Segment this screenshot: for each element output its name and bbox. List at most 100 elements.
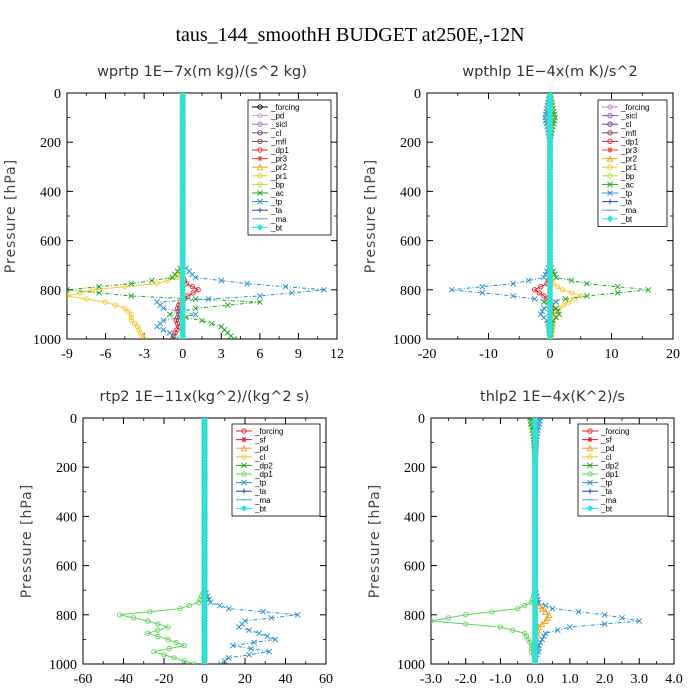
data-point <box>236 624 242 631</box>
data-point <box>160 326 167 333</box>
legend-marker <box>257 156 263 162</box>
x-tick-label: -3 <box>138 347 150 362</box>
data-point <box>102 299 109 305</box>
legend-label: _pr2 <box>270 163 288 172</box>
x-tick-label: -3.0 <box>420 672 442 687</box>
y-tick-label: 1000 <box>393 333 421 348</box>
data-point <box>221 658 228 664</box>
legend-label: _ma <box>620 206 637 215</box>
data-point <box>556 305 562 311</box>
data-point <box>531 287 538 293</box>
legend-label: _forcing <box>254 427 283 436</box>
legend-marker <box>607 112 613 119</box>
x-tick-label: 0 <box>179 347 186 362</box>
data-point <box>256 299 263 306</box>
data-point <box>128 280 135 287</box>
data-point <box>264 633 271 640</box>
legend-label: _dp1 <box>600 470 619 479</box>
legend-label: _dp1 <box>254 470 273 479</box>
legend-label: _bp <box>270 180 285 189</box>
legend-marker <box>257 190 263 196</box>
legend: _forcing_pd_sicl_cl_mfl_dp1_pr3_pr2_pr1_… <box>247 99 332 236</box>
legend-label: _forcing <box>600 427 629 436</box>
x-tick-label: 2.0 <box>596 672 614 687</box>
legend-label: _cl <box>620 120 631 129</box>
y-tick-label: 0 <box>54 87 61 102</box>
data-point <box>266 648 273 655</box>
panel-title: wprtp 1E−7x(m kg)/(s^2 kg) <box>97 64 307 80</box>
data-point <box>172 330 178 336</box>
data-point <box>67 293 70 299</box>
data-point <box>542 617 549 624</box>
legend-label: _mfl <box>620 129 636 138</box>
data-point <box>192 311 199 318</box>
data-point <box>155 621 161 627</box>
legend-label: _ac <box>270 189 284 198</box>
legend-label: _cl <box>600 453 611 462</box>
legend-label: _sf <box>254 436 266 445</box>
legend-marker <box>240 444 248 452</box>
data-point <box>155 627 161 633</box>
data-point <box>154 323 160 330</box>
data-point <box>166 645 172 652</box>
legend-marker <box>586 444 594 452</box>
figure-title: taus_144_smoothH BUDGET at250E,-12N <box>175 24 524 46</box>
legend-marker <box>257 112 263 119</box>
legend-marker <box>607 130 613 136</box>
data-point <box>541 293 547 299</box>
y-tick-label: 800 <box>400 284 421 299</box>
data-point <box>116 612 123 618</box>
data-point <box>135 324 141 330</box>
data-point <box>553 311 559 318</box>
y-axis-label: Pressure [hPa] <box>367 484 383 598</box>
plot-area <box>67 93 328 339</box>
data-point <box>205 296 212 302</box>
x-tick-label: -40 <box>114 672 133 687</box>
y-tick-label: 600 <box>404 560 425 575</box>
y-tick-label: 1000 <box>33 333 61 348</box>
legend-marker <box>241 428 247 434</box>
legend-marker <box>241 462 247 469</box>
y-tick-label: 400 <box>404 510 425 525</box>
data-point <box>536 290 542 296</box>
legend-label: _cl <box>254 453 265 462</box>
data-point <box>231 336 238 339</box>
legend-marker <box>241 437 247 443</box>
y-tick-label: 1000 <box>49 658 77 673</box>
data-point <box>538 605 546 612</box>
data-point <box>565 299 572 305</box>
panel-title: thlp2 1E−4x(K^2)/s <box>480 389 625 405</box>
legend-marker <box>587 471 593 477</box>
legend-marker <box>607 173 613 179</box>
data-point <box>543 614 551 621</box>
data-point <box>553 299 560 306</box>
x-tick-label: 12 <box>330 347 344 362</box>
legend-label: _pr1 <box>270 172 288 181</box>
data-point <box>445 615 452 621</box>
data-point <box>268 614 275 621</box>
data-point <box>515 606 521 612</box>
y-tick-label: 200 <box>56 461 77 476</box>
data-point <box>510 280 517 287</box>
legend-marker <box>587 454 593 460</box>
y-axis-label: Pressure [hPa] <box>363 159 379 273</box>
data-point <box>83 296 89 302</box>
data-point <box>542 271 549 278</box>
legend-marker <box>587 428 593 434</box>
data-point <box>542 630 549 637</box>
data-point <box>189 284 196 290</box>
data-point <box>246 651 252 658</box>
legend-marker <box>257 181 263 188</box>
legend-marker <box>606 215 614 223</box>
legend-label: _ac <box>620 180 634 189</box>
legend-label: _pd <box>254 444 268 453</box>
data-point <box>136 327 142 333</box>
data-point <box>179 335 186 339</box>
legend-label: _tp <box>270 198 283 207</box>
data-point <box>218 277 225 284</box>
data-point <box>539 636 546 643</box>
legend-label: _ma <box>254 496 271 505</box>
y-tick-label: 1000 <box>397 658 425 673</box>
legend-label: _tp <box>620 189 633 198</box>
legend-label: _pd <box>270 112 284 121</box>
